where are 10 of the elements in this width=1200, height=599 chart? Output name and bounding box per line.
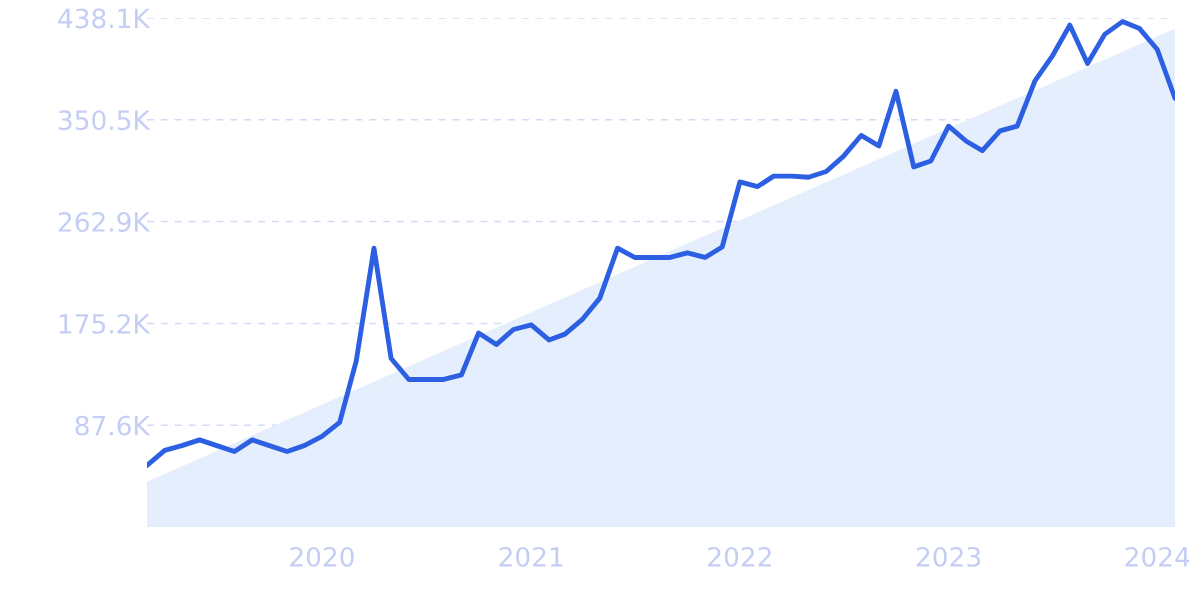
x-tick-label: 2020 <box>290 546 354 567</box>
y-tick-label: 350.5K <box>58 110 151 131</box>
y-tick-label: 87.6K <box>75 415 151 436</box>
x-tick-label: 2021 <box>499 546 563 567</box>
x-tick-label: 2023 <box>916 546 981 567</box>
x-tick-label: 2022 <box>708 546 771 567</box>
y-tick-label: 438.1K <box>58 8 151 29</box>
y-tick-label: 175.2K <box>59 313 151 334</box>
x-tick-label: 2024 <box>1125 546 1190 567</box>
y-tick-label: 262.9K <box>58 211 151 232</box>
